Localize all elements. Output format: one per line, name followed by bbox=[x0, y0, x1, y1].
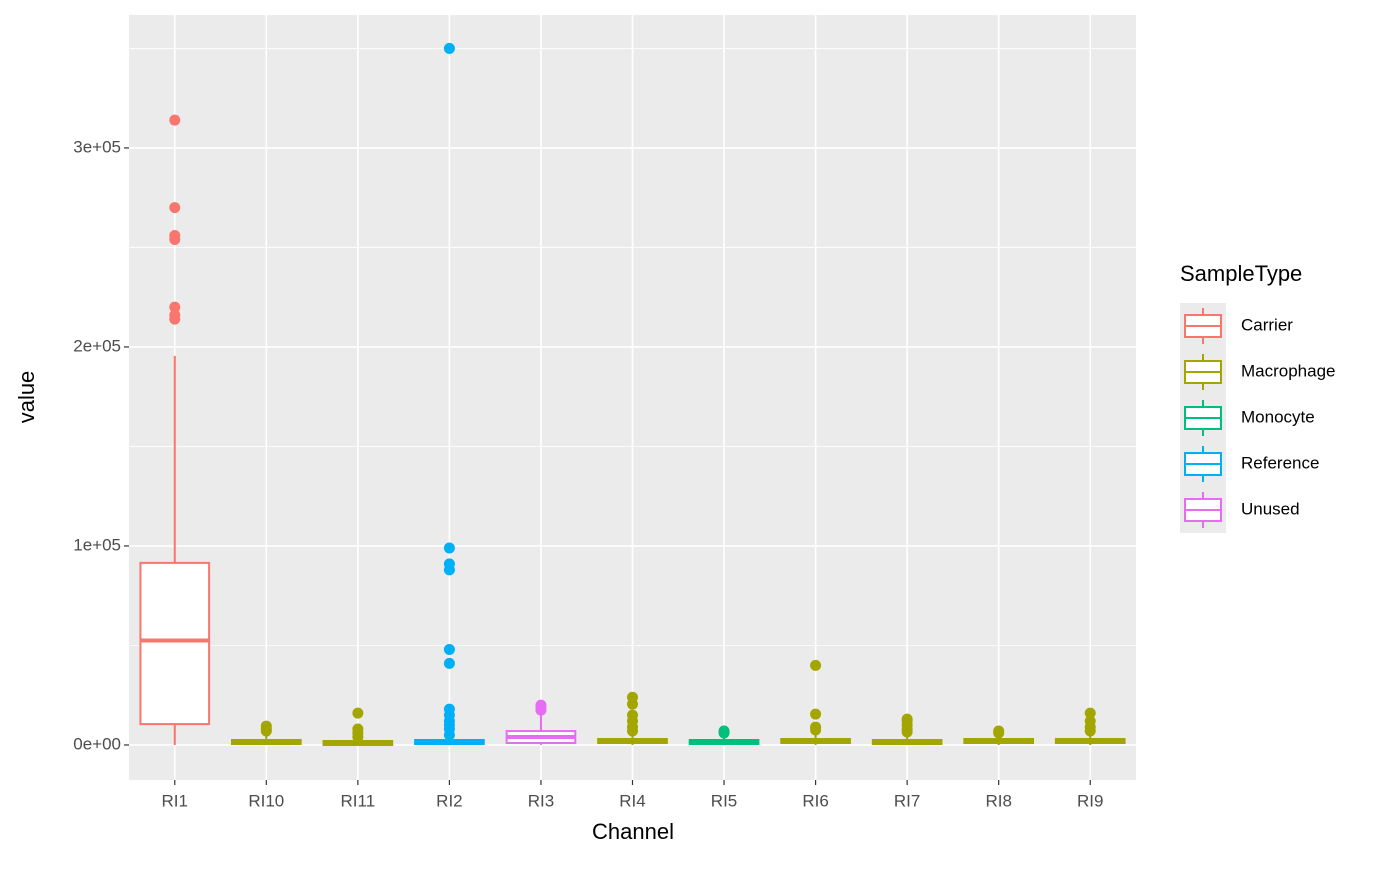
outlier bbox=[260, 720, 272, 732]
x-tick-label: RI4 bbox=[619, 791, 645, 810]
outlier bbox=[443, 558, 455, 570]
x-tick-label: RI1 bbox=[162, 791, 188, 810]
x-tick-label: RI7 bbox=[894, 791, 920, 810]
outlier bbox=[169, 114, 181, 126]
x-tick-label: RI11 bbox=[341, 791, 376, 810]
x-tick-label: RI5 bbox=[711, 791, 737, 810]
outlier bbox=[718, 725, 730, 737]
outlier bbox=[443, 42, 455, 54]
outlier bbox=[443, 643, 455, 655]
x-tick-label: RI3 bbox=[528, 791, 554, 810]
outlier bbox=[810, 708, 822, 720]
outlier bbox=[1084, 715, 1096, 727]
x-tick-label: RI8 bbox=[985, 791, 1011, 810]
legend-label: Unused bbox=[1241, 499, 1300, 518]
outlier bbox=[169, 233, 181, 245]
legend-label: Monocyte bbox=[1241, 407, 1315, 426]
legend-label: Macrophage bbox=[1241, 361, 1336, 380]
outlier bbox=[993, 725, 1005, 737]
outlier bbox=[169, 301, 181, 313]
legend-label: Reference bbox=[1241, 453, 1319, 472]
outlier bbox=[352, 723, 364, 735]
outlier bbox=[443, 542, 455, 554]
outlier bbox=[627, 709, 638, 721]
y-tick-label: 0e+00 bbox=[73, 734, 121, 753]
outlier bbox=[443, 703, 455, 715]
y-tick-label: 1e+05 bbox=[73, 535, 121, 554]
grid bbox=[129, 15, 1136, 780]
box bbox=[139, 561, 211, 726]
legend-label: Carrier bbox=[1241, 315, 1293, 334]
outlier bbox=[1084, 707, 1096, 719]
legend-title: SampleType bbox=[1180, 261, 1302, 286]
outlier bbox=[352, 707, 364, 719]
y-tick-label: 3e+05 bbox=[73, 137, 121, 156]
outlier bbox=[535, 699, 547, 711]
outlier bbox=[169, 202, 181, 214]
outlier bbox=[901, 713, 913, 725]
y-tick-label: 2e+05 bbox=[73, 336, 121, 355]
x-tick-label: RI10 bbox=[248, 791, 284, 810]
outlier bbox=[169, 313, 181, 325]
x-tick-label: RI2 bbox=[436, 791, 462, 810]
x-tick-label: RI9 bbox=[1077, 791, 1103, 810]
outlier bbox=[810, 659, 822, 671]
x-axis-title: Channel bbox=[592, 819, 674, 844]
y-axis-title: value bbox=[14, 371, 39, 424]
outlier bbox=[627, 691, 638, 703]
outlier bbox=[810, 721, 822, 733]
x-tick-label: RI6 bbox=[802, 791, 828, 810]
marks bbox=[139, 42, 1126, 746]
outlier bbox=[443, 657, 455, 669]
